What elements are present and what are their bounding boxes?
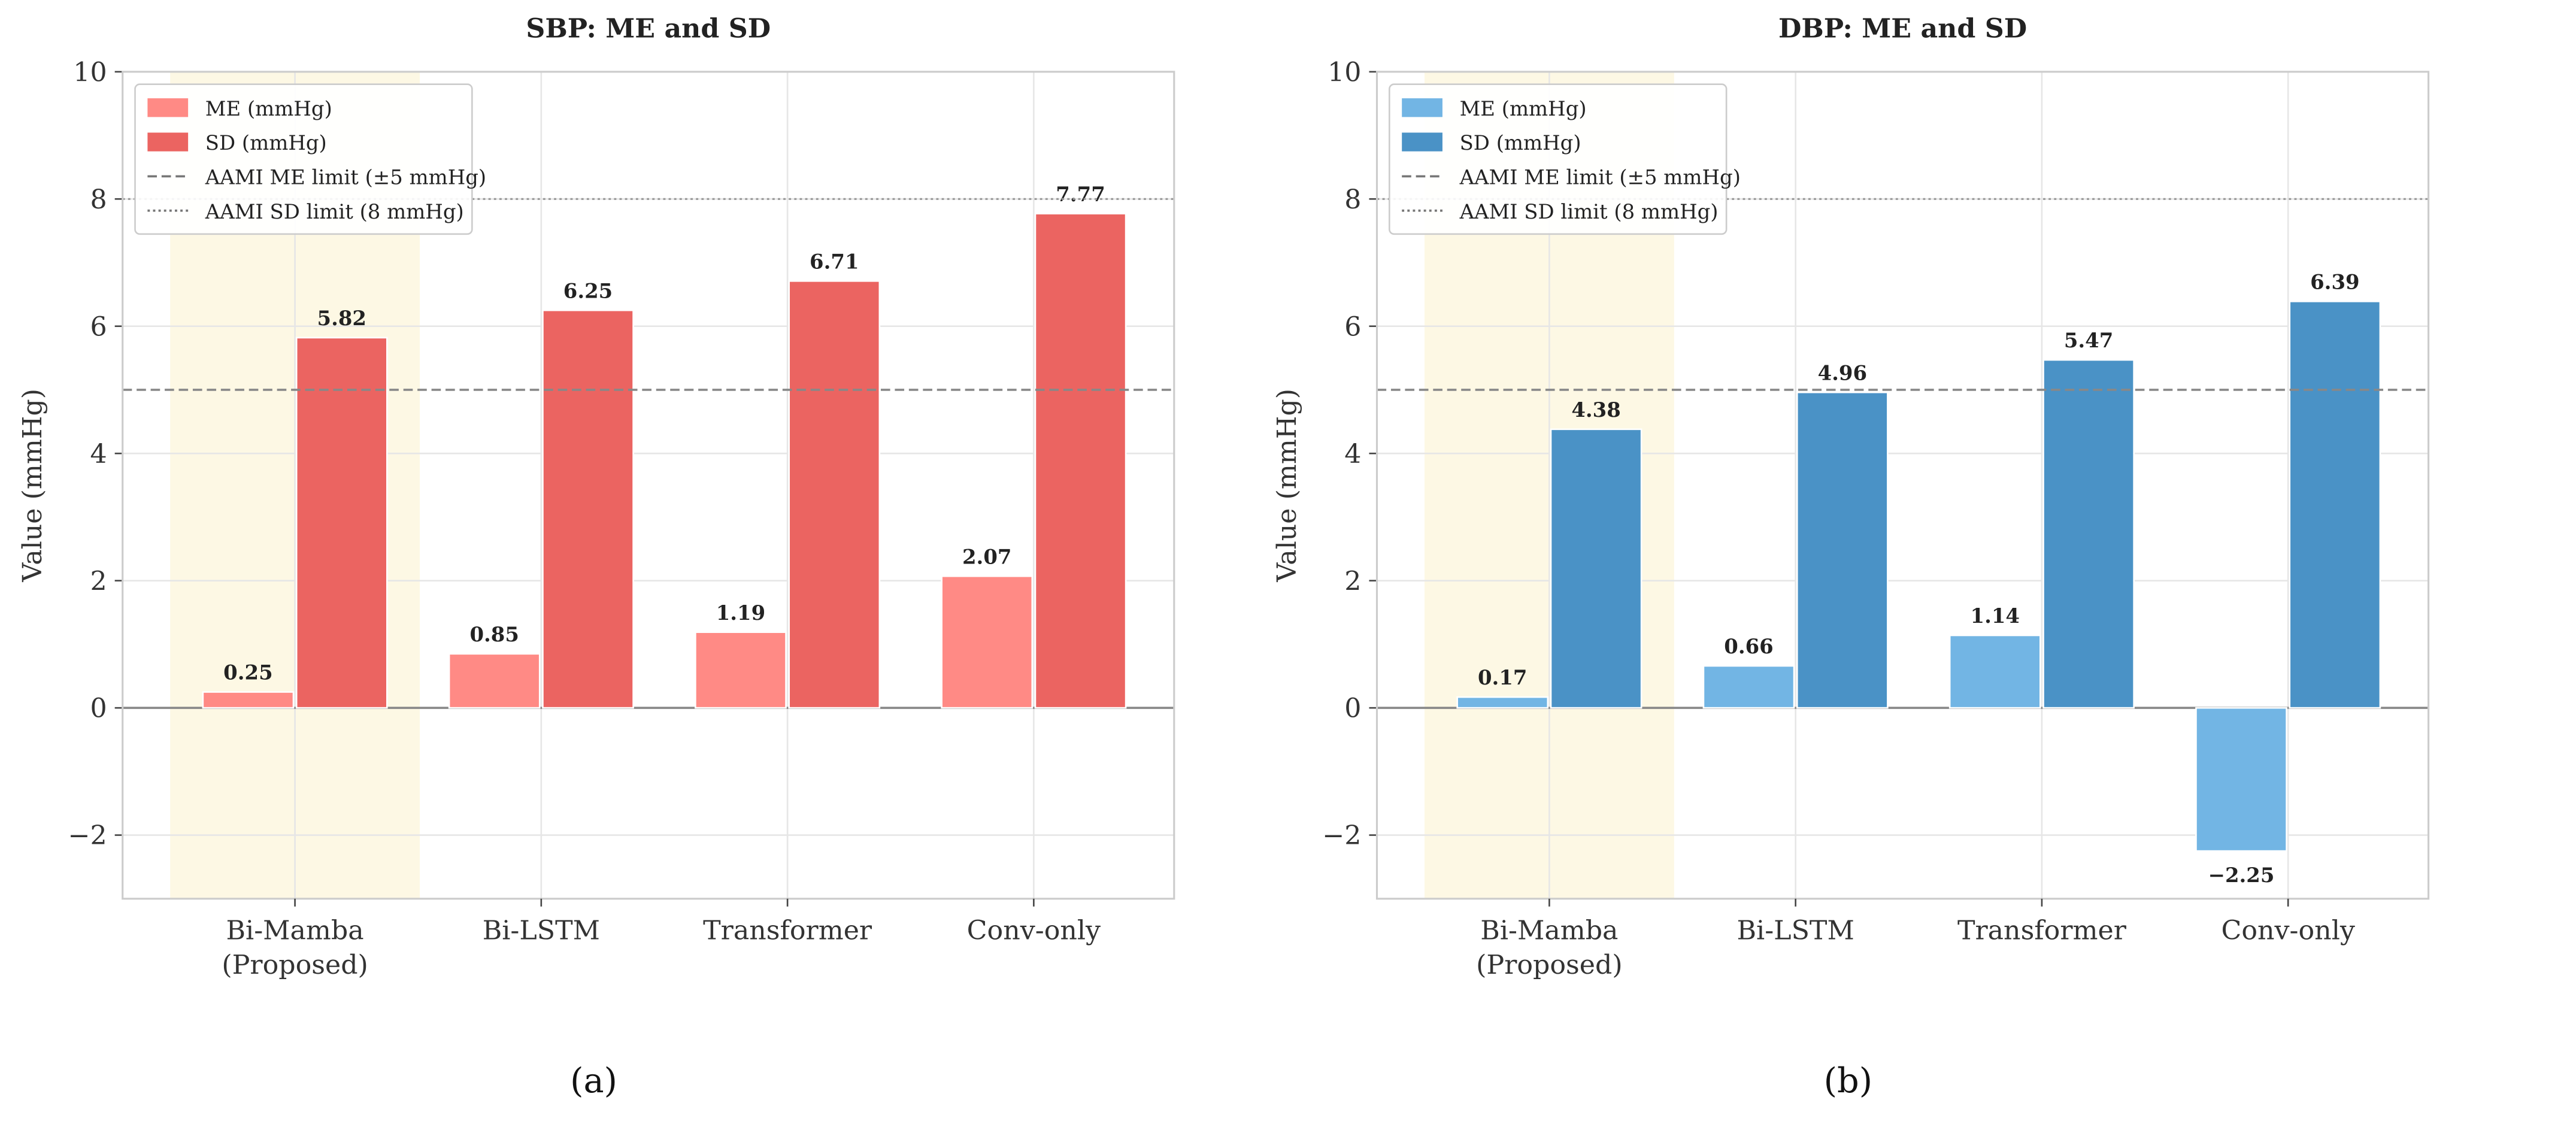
bar-sd [1796, 391, 1889, 709]
y-tick-label: 4 [1344, 439, 1361, 469]
bar-sd [2042, 359, 2135, 709]
legend-box [134, 83, 473, 235]
data-label: 6.71 [810, 249, 859, 273]
x-tick-label-line: Bi-LSTM [1737, 915, 1854, 946]
chart-title: DBP: ME and SD [1778, 13, 2027, 44]
x-tick-label: Bi-Mamba (Proposed) [1476, 915, 1622, 980]
x-tick-label-line: (Proposed) [222, 950, 368, 980]
y-tick-label: 10 [1328, 57, 1361, 87]
legend-swatch [147, 98, 189, 117]
data-label: 6.25 [563, 278, 613, 302]
legend-label: SD (mmHg) [205, 131, 327, 155]
x-tick-label: Bi-Mamba (Proposed) [222, 915, 368, 980]
x-tick-label: Transformer [703, 915, 872, 946]
x-tick-label: Transformer [1957, 915, 2127, 946]
bar-sd [2289, 301, 2381, 709]
x-tick-label: Conv-only [2221, 915, 2354, 946]
x-tick-label-line: Transformer [1957, 915, 2127, 946]
data-label: 5.82 [317, 306, 366, 330]
x-tick-label-line: (Proposed) [1476, 950, 1622, 980]
panel-label: (b) [1824, 1061, 1872, 1101]
bar-sd [542, 309, 634, 709]
data-label: 0.66 [1724, 634, 1773, 658]
bar-me [202, 691, 295, 709]
y-tick-label: 2 [90, 566, 107, 596]
data-label: −2.25 [2208, 863, 2275, 887]
y-tick-label: −2 [1322, 820, 1361, 851]
bar-me [448, 653, 541, 709]
y-tick-label: 2 [1344, 566, 1361, 596]
data-label: 4.96 [1818, 361, 1867, 384]
y-tick-label: 4 [90, 439, 107, 469]
panel-label: (a) [570, 1061, 617, 1101]
data-label: 1.19 [716, 601, 765, 625]
data-label: 0.25 [223, 661, 272, 684]
legend-label: ME (mmHg) [1460, 97, 1587, 120]
legend: ME (mmHg) SD (mmHg) AAMI ME limit (±5 mmHg… [134, 83, 486, 235]
y-tick-label: 0 [1344, 693, 1361, 724]
data-label: 1.14 [1971, 604, 2020, 628]
x-tick-label-line: Bi-Mamba [226, 915, 364, 946]
y-tick-label: 10 [73, 57, 107, 87]
data-label: 4.38 [1571, 398, 1620, 422]
y-tick-label: 6 [1344, 311, 1361, 342]
legend-swatch [1402, 132, 1442, 152]
legend-label: AAMI ME limit (±5 mmHg) [205, 165, 486, 189]
legend-box [1389, 83, 1728, 235]
y-axis-label: Value (mmHg) [17, 389, 48, 583]
legend-label: SD (mmHg) [1460, 131, 1581, 155]
x-tick-label: Bi-LSTM [1737, 915, 1854, 946]
data-label: 7.77 [1056, 182, 1105, 206]
bar-me [1948, 634, 2041, 709]
y-axis-label: Value (mmHg) [1272, 389, 1302, 583]
legend-label: ME (mmHg) [205, 97, 332, 120]
legend-label: AAMI SD limit (8 mmHg) [1459, 200, 1719, 223]
legend-swatch [147, 132, 189, 152]
bar-sd [788, 280, 881, 709]
data-label: 5.47 [2064, 328, 2113, 352]
y-tick-label: 0 [90, 693, 107, 724]
bar-me [2195, 707, 2287, 852]
legend-swatch [1402, 98, 1442, 117]
y-tick-label: −2 [68, 820, 107, 851]
data-label: 6.39 [2310, 269, 2359, 293]
x-tick-label: Bi-LSTM [483, 915, 600, 946]
axes-frame [122, 71, 1175, 900]
chart-panel-a: −2 0 2 4 6 8 10 0.25 0.85 1.19 2.07 5.82 6.25 6.71 7.7… [17, 13, 1175, 1101]
chart-title: SBP: ME and SD [526, 13, 771, 44]
y-tick-label: 8 [90, 184, 107, 215]
bar-sd [1034, 213, 1127, 709]
x-tick-label-line: Conv-only [2221, 915, 2354, 946]
data-label: 0.85 [469, 622, 519, 646]
y-tick-label: 6 [90, 311, 107, 342]
chart-panel-b: −2 0 2 4 6 8 10 0.17 0.66 1.14 −2.25 4.38 4.96 5.47 6.… [1272, 13, 2430, 1101]
axes-frame [1375, 71, 2430, 900]
y-tick-label: 8 [1344, 184, 1361, 215]
bar-me [941, 575, 1034, 709]
bar-me [1456, 696, 1549, 709]
data-label: 2.07 [962, 544, 1011, 568]
bar-me [1702, 665, 1795, 709]
legend-label: AAMI ME limit (±5 mmHg) [1459, 165, 1741, 189]
x-tick-label-line: Conv-only [967, 915, 1101, 946]
x-tick-label-line: Bi-LSTM [483, 915, 600, 946]
data-label: 0.17 [1478, 665, 1527, 689]
x-tick-label-line: Bi-Mamba [1480, 915, 1618, 946]
bar-me [695, 631, 787, 709]
bar-sd [295, 337, 388, 709]
legend-label: AAMI SD limit (8 mmHg) [205, 200, 464, 223]
x-tick-label-line: Transformer [703, 915, 872, 946]
bar-sd [1550, 428, 1642, 709]
x-tick-label: Conv-only [967, 915, 1101, 946]
legend: ME (mmHg) SD (mmHg) AAMI ME limit (±5 mmHg… [1389, 83, 1741, 235]
